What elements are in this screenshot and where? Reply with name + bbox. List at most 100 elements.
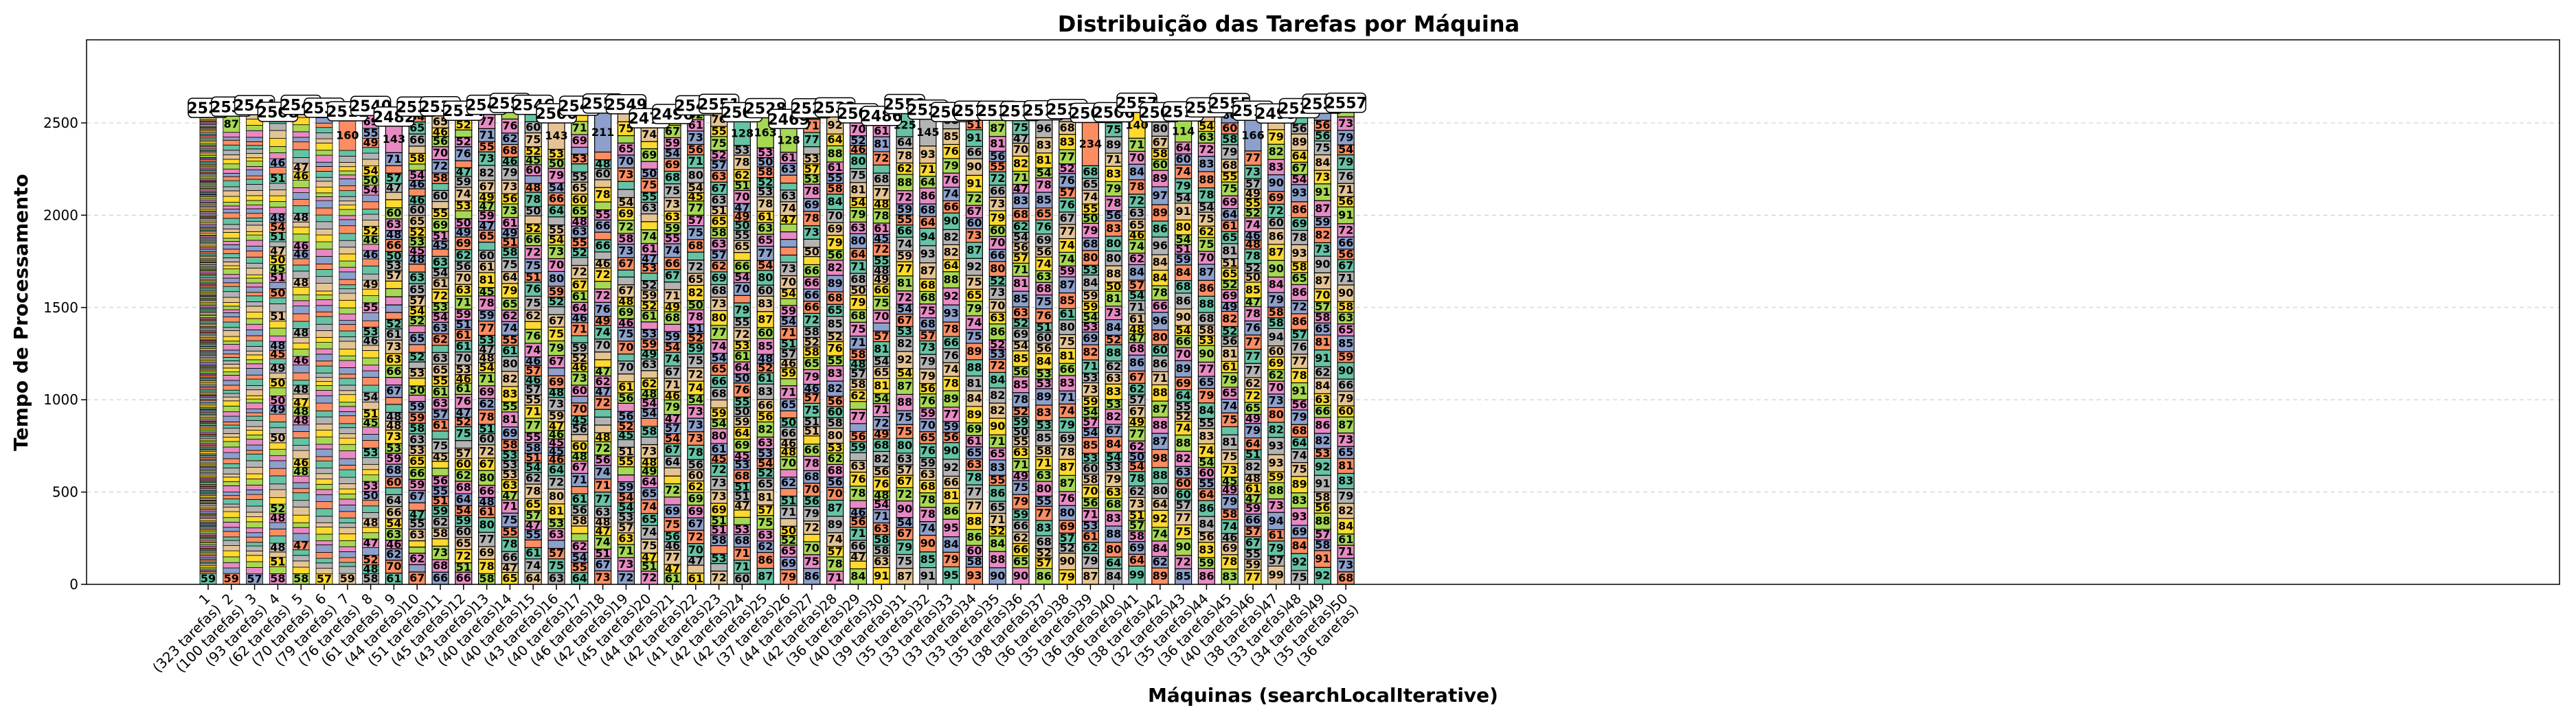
- bar-segment: [362, 385, 379, 393]
- segment-value-label: 59: [1338, 350, 1353, 363]
- segment-value-label: 77: [1059, 150, 1074, 163]
- segment-value-label: 68: [1083, 165, 1098, 178]
- segment-value-label: 92: [943, 290, 958, 303]
- segment-value-label: 46: [293, 239, 308, 252]
- segment-value-label: 48: [270, 511, 285, 524]
- bar-segment: [246, 467, 264, 474]
- segment-value-label: 82: [990, 389, 1005, 402]
- segment-value-label: 65: [1222, 231, 1237, 244]
- segment-value-label: 82: [1269, 423, 1284, 436]
- segment-value-label: 93: [1269, 457, 1284, 470]
- segment-value-label: 87: [1269, 246, 1284, 259]
- bar-segment: [315, 234, 333, 242]
- bar-segment: [246, 329, 264, 336]
- segment-value-label: 75: [804, 555, 820, 568]
- segment-value-label: 53: [363, 446, 378, 459]
- segment-value-label: 61: [479, 260, 494, 273]
- bar-segment: [339, 299, 357, 308]
- segment-value-label: 59: [549, 409, 564, 422]
- segment-value-label: 71: [920, 163, 936, 176]
- segment-value-label: 58: [479, 572, 494, 585]
- bar-segment: [246, 256, 264, 264]
- segment-value-label: 92: [1153, 512, 1168, 525]
- segment-value-label: 61: [758, 210, 773, 223]
- bar-segment: [315, 416, 333, 424]
- bar-machine-6: 57: [315, 117, 333, 585]
- bar-machine-50: 6873716184827983816573876079669059856563…: [1337, 112, 1355, 585]
- segment-value-label: 88: [967, 361, 982, 374]
- segment-value-label: 59: [433, 504, 448, 517]
- bar-segment: [780, 488, 798, 497]
- segment-value-label: 69: [967, 422, 982, 435]
- bar-segment: [292, 271, 310, 279]
- segment-value-label: 68: [711, 387, 726, 400]
- segment-value-label: 65: [967, 446, 982, 459]
- bar-segment: [269, 152, 286, 159]
- bar-segment: [571, 335, 589, 343]
- segment-value-label: 90: [1269, 262, 1284, 275]
- segment-value-label: 73: [711, 490, 726, 503]
- bar-segment: [339, 411, 357, 416]
- segment-value-label: 88: [897, 176, 912, 189]
- segment-value-label: 71: [990, 435, 1005, 448]
- segment-value-label: 65: [502, 297, 517, 310]
- segment-value-label: 50: [456, 216, 471, 229]
- bar-segment: [199, 348, 217, 351]
- segment-value-label: 80: [827, 429, 842, 442]
- segment-value-label: 63: [433, 321, 448, 334]
- segment-value-label: 72: [990, 359, 1005, 372]
- segment-value-label: 59: [479, 309, 494, 322]
- bar-segment: [246, 318, 264, 325]
- bar-segment: [246, 453, 264, 461]
- segment-value-label: 85: [1245, 283, 1261, 296]
- segment-value-label: 74: [1245, 218, 1261, 231]
- segment-value-label: 84: [990, 537, 1005, 550]
- segment-value-label: 68: [1013, 208, 1028, 221]
- segment-value-label: 72: [688, 530, 703, 543]
- bar-segment: [223, 400, 240, 407]
- bar-segment: [269, 455, 286, 461]
- segment-value-label: 65: [1338, 323, 1353, 336]
- bar-segment: [315, 540, 333, 545]
- segment-value-label: 91: [1315, 185, 1330, 198]
- segment-value-label: 87: [1199, 266, 1214, 279]
- bar-segment: [292, 187, 310, 193]
- bar-segment: [408, 146, 426, 154]
- segment-value-label: 74: [665, 244, 680, 257]
- segment-value-label: 72: [804, 520, 820, 534]
- segment-value-label: 89: [967, 408, 982, 421]
- segment-value-label: 79: [1222, 145, 1237, 158]
- bar-segment: [223, 485, 240, 492]
- segment-value-label: 74: [827, 533, 842, 546]
- bar-segment: [199, 214, 217, 216]
- bar-segment: [269, 497, 286, 505]
- segment-value-label: 65: [920, 431, 936, 444]
- segment-value-label: 88: [1199, 173, 1214, 186]
- segment-value-label: 71: [781, 385, 796, 398]
- bar-segment: [223, 212, 240, 219]
- segment-value-label: 73: [1338, 117, 1353, 130]
- segment-value-label: 62: [688, 480, 703, 493]
- segment-value-label: 89: [967, 345, 982, 358]
- bar-segment: [664, 323, 681, 332]
- segment-value-label: 73: [781, 262, 796, 275]
- segment-value-label: 80: [1153, 484, 1168, 497]
- segment-value-label: 59: [665, 221, 680, 234]
- segment-value-label: 78: [688, 310, 703, 323]
- segment-value-label: 75: [758, 516, 773, 529]
- segment-value-label: 72: [1175, 555, 1190, 568]
- segment-value-label: 63: [990, 311, 1005, 324]
- segment-value-label: 58: [433, 172, 448, 185]
- segment-value-label: 83: [1106, 385, 1121, 398]
- segment-value-label: 62: [1013, 531, 1028, 544]
- bar-segment: [594, 359, 612, 368]
- bar-segment: [223, 354, 240, 358]
- segment-value-label: 48: [363, 562, 378, 575]
- bar-segment: [199, 249, 217, 252]
- bar-segment: [223, 180, 240, 187]
- bar-segment: [362, 214, 379, 221]
- segment-value-label: 58: [711, 226, 726, 239]
- segment-value-label: 64: [920, 216, 936, 229]
- bar-segment: [199, 560, 217, 563]
- segment-value-label: 72: [897, 190, 912, 203]
